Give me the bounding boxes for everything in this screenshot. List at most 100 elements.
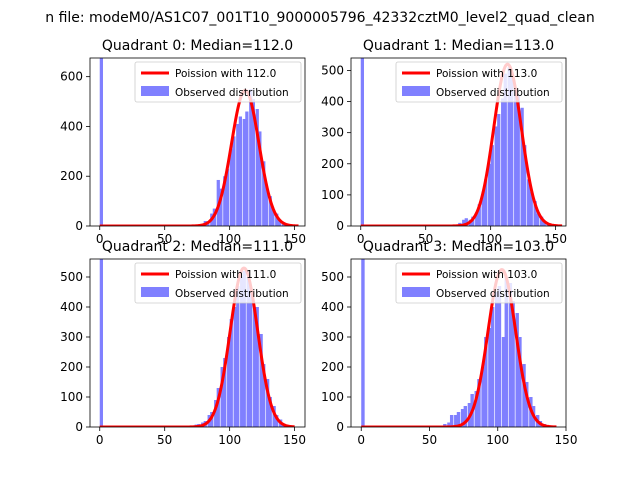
x-tick-label: 100 [479, 232, 502, 246]
x-tick-label: 150 [555, 433, 578, 447]
histogram-bar [262, 161, 266, 226]
histogram-bar [488, 163, 492, 226]
y-tick-label: 400 [321, 300, 344, 314]
axes-frame [350, 258, 567, 428]
histogram-bar [460, 409, 465, 427]
histogram-bar [501, 337, 506, 427]
histogram-bar [233, 307, 237, 427]
quadrant-0-plot-area [99, 58, 299, 226]
histogram-bar [516, 95, 520, 226]
histogram-bar [262, 364, 266, 427]
y-tick-label: 400 [321, 95, 344, 109]
y-tick-label: 500 [321, 270, 344, 284]
histogram-bar [268, 196, 272, 226]
x-tick-label: 150 [283, 232, 306, 246]
histogram-bar [490, 145, 494, 226]
histogram-bar [475, 213, 479, 226]
legend-box [134, 61, 302, 103]
histogram-bar [249, 89, 253, 226]
quadrant-0-chart: 0 50 100 150 0 200 400 600 Quadrant 0: Median=11… [60, 38, 306, 246]
y-tick-label: 600 [60, 70, 83, 84]
histogram-bar [507, 67, 511, 226]
histogram-bar [223, 358, 227, 427]
histogram-bar [481, 191, 485, 226]
histogram-bar [497, 286, 502, 427]
x-tick-label: 0 [357, 433, 365, 447]
histogram-bar [510, 76, 514, 226]
y-tick-label: 100 [321, 188, 344, 202]
histogram-bar [240, 277, 244, 427]
histogram-bar [464, 218, 468, 226]
x-tick-label: 100 [486, 433, 509, 447]
histogram-bar [264, 186, 268, 226]
histogram-bar [518, 337, 522, 427]
quadrant-0-title: Quadrant 0: Median=112.0 [102, 38, 293, 54]
histogram-bar [504, 277, 508, 427]
histogram-bar [523, 145, 527, 226]
y-tick-label: 0 [336, 219, 344, 233]
histogram-bar [477, 204, 481, 226]
histogram-bar [484, 179, 488, 226]
y-tick-label: 0 [336, 420, 344, 434]
histogram-bar [463, 406, 468, 427]
x-tick-label: 150 [544, 232, 567, 246]
legend-fit-label: Poission with 112.0 [175, 68, 276, 80]
quadrant-1-legend: Poission with 113.0 Observed distribution [395, 61, 563, 103]
poisson-fit-line [360, 62, 563, 226]
x-tick-label: 150 [283, 433, 306, 447]
histogram-bar [481, 367, 485, 427]
quadrant-3-legend: Poission with 103.0 Observed distribution [395, 262, 563, 304]
quadrant-1-plot-area [360, 58, 563, 226]
quadrant-2-chart: 0 50 100 150 0 100 200 300 400 500 Quadrant 2: Med… [60, 239, 306, 447]
histogram-bar [542, 221, 546, 226]
histogram-bar [360, 58, 364, 226]
histogram-bar [216, 388, 220, 427]
quadrant-3-chart: 0 50 100 150 0 100 200 300 400 500 Quadrant 3: Med… [321, 239, 577, 447]
x-tick-label: 50 [422, 433, 437, 447]
histogram-bar [497, 114, 501, 226]
histogram-bar [501, 98, 505, 226]
x-tick-label: 0 [96, 232, 104, 246]
poisson-fit-line [361, 267, 557, 427]
quadrant-2-legend: Poission with 111.0 Observed distribution [134, 262, 302, 304]
histogram-bar [495, 292, 499, 427]
histogram-bar [242, 118, 246, 226]
y-tick-label: 400 [60, 300, 83, 314]
histogram-bar [236, 286, 240, 427]
quadrant-2-plot-area [99, 259, 295, 427]
legend-observed-swatch [141, 86, 169, 96]
histogram-bar [511, 301, 515, 427]
legend-box [395, 262, 563, 304]
histogram-bar [275, 213, 279, 226]
y-tick-label: 0 [75, 219, 83, 233]
y-tick-label: 300 [321, 126, 344, 140]
histogram-bar [271, 208, 275, 226]
histogram-bar [229, 319, 233, 427]
histogram-bar [456, 412, 461, 427]
histogram-bar [272, 406, 276, 427]
poisson-fit-line [99, 266, 295, 427]
legend-observed-label: Observed distribution [436, 288, 550, 300]
histogram-bar [259, 334, 263, 427]
histogram-bar [533, 201, 537, 226]
histogram-bar [253, 307, 257, 427]
quadrant-3-title: Quadrant 3: Median=103.0 [363, 239, 554, 255]
legend-fit-label: Poission with 103.0 [436, 269, 537, 281]
histogram-bar [490, 307, 495, 427]
y-tick-label: 100 [321, 390, 344, 404]
x-tick-label: 50 [157, 433, 172, 447]
x-tick-label: 50 [418, 232, 433, 246]
axes-frame [350, 57, 567, 227]
histogram-bar [220, 367, 224, 427]
histogram-bar [474, 391, 478, 427]
histogram-bar [447, 422, 451, 427]
x-tick-label: 100 [218, 232, 241, 246]
histogram-bar [258, 131, 262, 226]
histogram-bar [494, 126, 498, 226]
histogram-bar [238, 116, 242, 226]
histogram-bar [525, 382, 529, 427]
histogram-bar [462, 219, 466, 226]
y-tick-label: 200 [60, 169, 83, 183]
histogram-bar [206, 223, 210, 226]
legend-observed-label: Observed distribution [175, 288, 289, 300]
